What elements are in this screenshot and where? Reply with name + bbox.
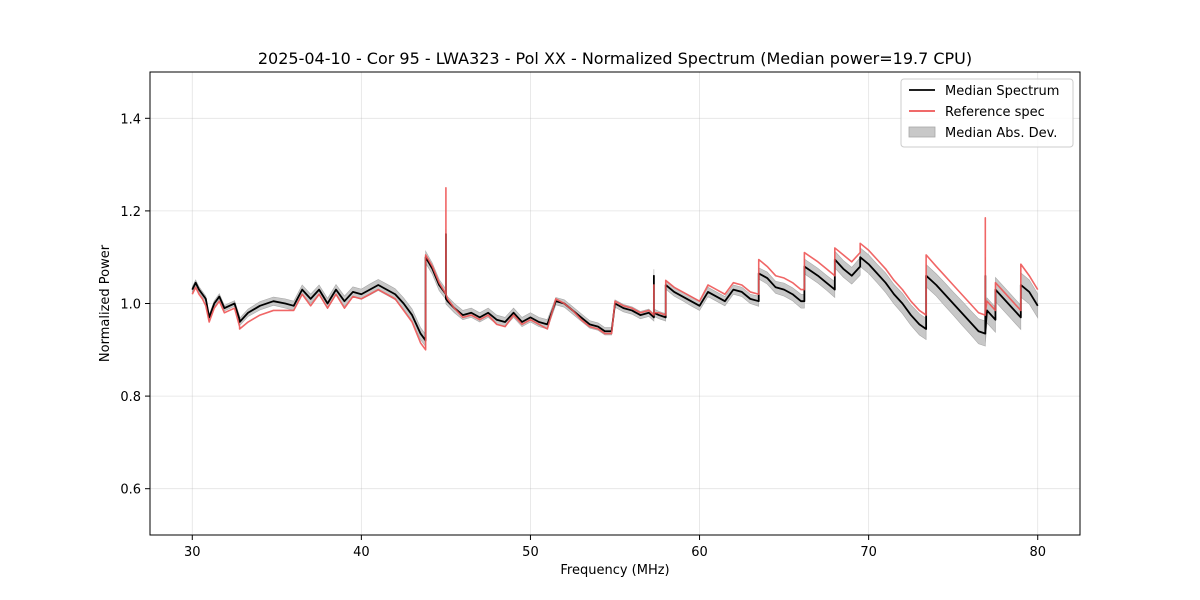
x-tick-label: 60 [691,545,708,560]
median-spectrum-line [191,233,1039,342]
x-tick-label: 40 [353,545,370,560]
plot-area [191,186,1039,351]
chart-title: 2025-04-10 - Cor 95 - LWA323 - Pol XX - … [258,49,972,68]
reference-spectrum-line [191,186,1039,351]
legend-mad-swatch [908,126,936,138]
x-axis-label: Frequency (MHz) [560,563,669,578]
y-tick-label: 1.0 [120,298,141,313]
legend-mad-label: Median Abs. Dev. [945,126,1057,141]
mad-band [191,228,1039,348]
legend-reference-label: Reference spec [945,105,1045,120]
y-axis-label: Normalized Power [98,244,113,362]
tick-marks: 30 40 50 60 70 80 0.6 0.8 1.0 1.2 1.4 [120,112,1046,560]
legend-median-label: Median Spectrum [945,84,1059,99]
x-tick-label: 30 [184,545,201,560]
x-tick-label: 80 [1029,545,1046,560]
x-tick-label: 50 [522,545,539,560]
y-tick-label: 1.2 [120,205,141,220]
y-tick-label: 1.4 [120,112,141,127]
legend: Median Spectrum Reference spec Median Ab… [900,78,1074,148]
legend-frame [900,78,1074,148]
x-tick-label: 70 [860,545,877,560]
y-tick-label: 0.8 [120,390,141,405]
y-tick-label: 0.6 [120,483,141,498]
